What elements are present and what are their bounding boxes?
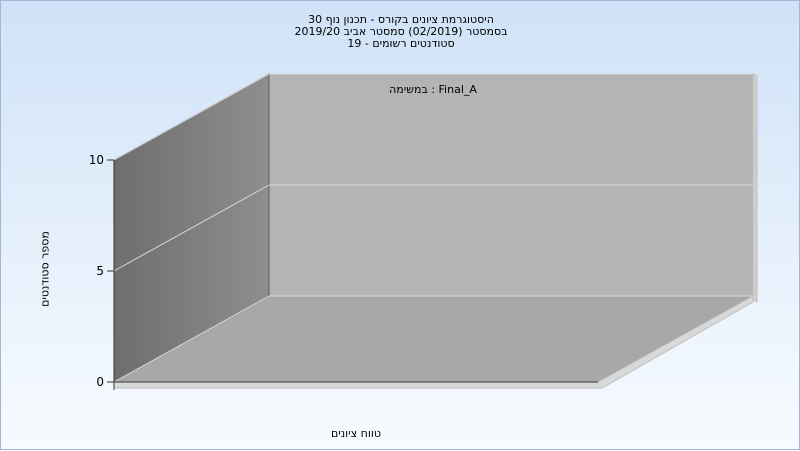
y-axis-title: מספר סטודנטים xyxy=(38,231,52,307)
gridline-left-10 xyxy=(113,73,270,161)
chart-subtitle-students: סטודנטים רשומים - 19 xyxy=(347,37,455,50)
chart-subtitle-semester: בסמסטר (02/2019) סמסטר אביב 2019/20 xyxy=(294,25,508,38)
right-edge xyxy=(752,73,758,303)
chart-title: היסטוגרמת ציונים בקורס - תכנון נוף 30 xyxy=(308,13,494,26)
y-tick-label: 5 xyxy=(96,264,104,278)
inset-label: במשימה : Final_A xyxy=(389,83,477,96)
y-tick-label: 10 xyxy=(89,153,104,167)
y-tick-label: 0 xyxy=(96,375,104,389)
x-axis-title: טווח ציונים xyxy=(331,427,381,440)
gridline-left-5 xyxy=(113,184,270,272)
gridline-left-0 xyxy=(113,295,270,383)
